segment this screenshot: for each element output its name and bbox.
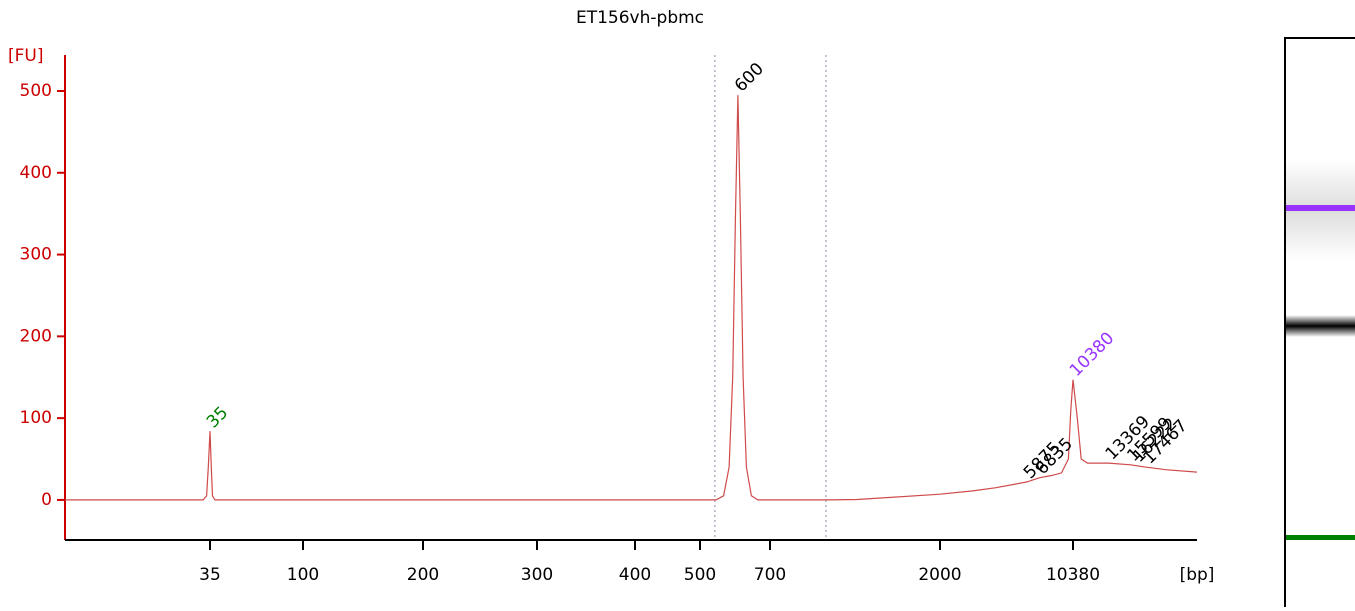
y-tick-label: 300 <box>20 245 52 265</box>
trace <box>65 95 1198 501</box>
x-tick-label: 35 <box>199 565 221 585</box>
x-tick-label: 300 <box>521 565 553 585</box>
gel-lane <box>1284 37 1355 609</box>
peak-label: 600 <box>731 59 768 96</box>
y-tick-label: 200 <box>20 326 52 346</box>
x-axis-label: [bp] <box>1180 565 1215 585</box>
y-tick-label: 400 <box>20 163 52 183</box>
peak-label: 10380 <box>1066 328 1118 380</box>
x-tick-label: 500 <box>684 565 716 585</box>
gel-upper-marker <box>1286 205 1355 211</box>
y-tick-label: 0 <box>41 490 52 510</box>
y-axis-label: [FU] <box>8 46 44 66</box>
gel-lower-marker <box>1286 535 1355 540</box>
x-tick-label: 200 <box>407 565 439 585</box>
x-tick-label: 2000 <box>918 565 961 585</box>
x-tick-label: 400 <box>619 565 651 585</box>
chart-title: ET156vh-pbmc <box>576 8 704 28</box>
peak-label: 35 <box>203 403 232 432</box>
x-tick-label: 100 <box>287 565 319 585</box>
gel-band <box>1286 315 1355 337</box>
x-tick-label: 700 <box>754 565 786 585</box>
x-tick-label: 10380 <box>1046 565 1100 585</box>
y-tick-label: 500 <box>20 81 52 101</box>
y-tick-label: 100 <box>20 408 52 428</box>
